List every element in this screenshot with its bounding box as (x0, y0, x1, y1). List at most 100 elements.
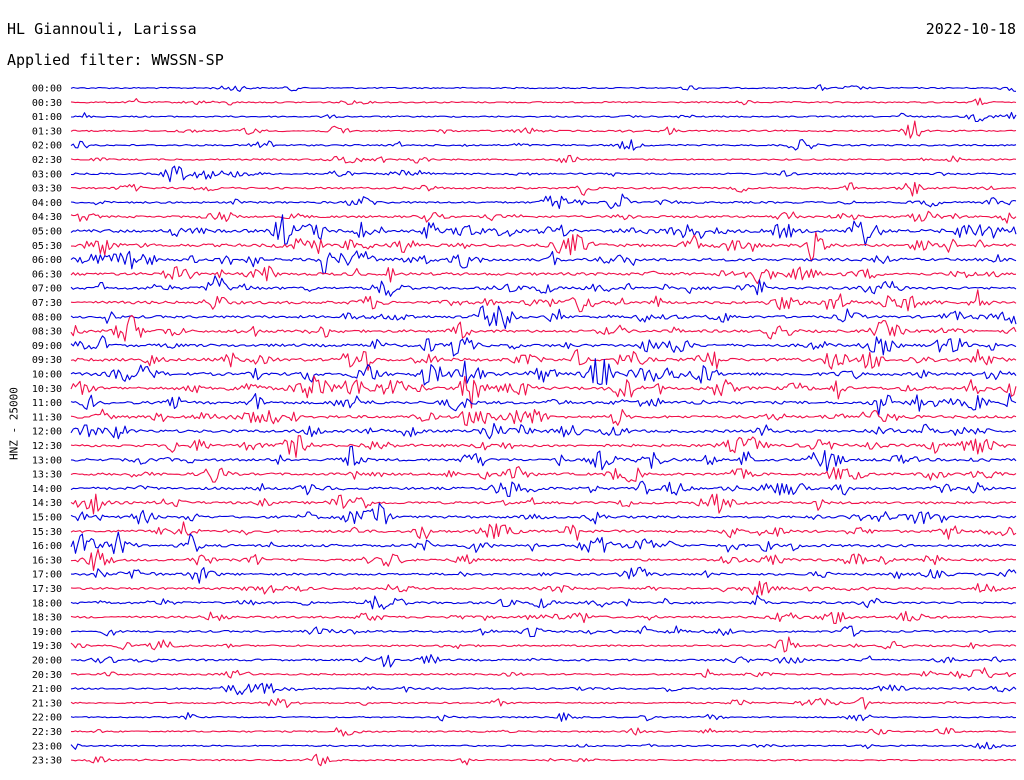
row-time-label: 11:30 (32, 412, 62, 423)
row-time-label: 14:30 (32, 498, 62, 509)
trace-row (70, 358, 1017, 386)
row-time-label: 03:00 (32, 169, 62, 180)
date-label: 2022-10-18 (925, 20, 1016, 38)
row-time-label: 02:00 (32, 141, 62, 152)
trace-row (70, 667, 1016, 679)
row-time-label: 05:00 (32, 227, 62, 238)
row-time-label: 07:30 (32, 298, 62, 309)
row-time-label: 12:30 (32, 441, 62, 452)
trace-row (70, 265, 1017, 285)
trace-row (70, 480, 1017, 497)
trace-row (70, 275, 1017, 297)
row-time-label: 10:30 (32, 384, 62, 395)
trace-row (70, 120, 1017, 139)
row-time-label: 10:00 (32, 370, 62, 381)
trace-row (70, 165, 1017, 183)
row-time-label: 20:00 (32, 656, 62, 667)
trace-rows (70, 84, 1017, 767)
row-time-label: 16:00 (32, 541, 62, 552)
row-time-label: 15:30 (32, 527, 62, 538)
trace-row (70, 193, 1017, 210)
row-time-label: 21:30 (32, 698, 62, 709)
row-time-label: 06:00 (32, 255, 62, 266)
trace-row (70, 181, 1017, 197)
row-time-label: 05:30 (32, 241, 62, 252)
row-time-label: 18:00 (32, 598, 62, 609)
row-time-label: 04:00 (32, 198, 62, 209)
row-time-label: 01:30 (32, 126, 62, 137)
trace-row (70, 753, 1017, 767)
trace-row (70, 435, 1017, 458)
row-time-label: 00:00 (32, 84, 62, 95)
trace-row (70, 314, 1017, 342)
trace-row (70, 531, 1017, 555)
row-time-label: 23:00 (32, 741, 62, 752)
trace-row (71, 654, 1017, 668)
trace-row (70, 214, 1017, 247)
trace-row (70, 250, 1017, 274)
trace-row (70, 636, 1017, 653)
trace-row (70, 682, 1017, 696)
row-time-label: 13:30 (32, 470, 62, 481)
row-time-label: 19:30 (32, 641, 62, 652)
station-title: HL Giannouli, Larissa (7, 20, 197, 38)
row-time-label: 20:30 (32, 670, 62, 681)
row-time-label: 09:30 (32, 355, 62, 366)
row-time-label: 09:00 (32, 341, 62, 352)
trace-row (70, 566, 1017, 584)
trace-row (70, 289, 1017, 313)
row-time-label: 13:00 (32, 455, 62, 466)
row-time-label: 18:30 (32, 613, 62, 624)
trace-row (70, 610, 1017, 624)
trace-row (70, 154, 1017, 164)
trace-row (70, 393, 1017, 416)
trace-row (70, 445, 1017, 473)
row-time-label: 02:30 (32, 155, 62, 166)
trace-row (70, 594, 1017, 610)
trace-row (70, 84, 1017, 92)
trace-row (70, 408, 1017, 427)
row-time-label: 23:30 (32, 756, 62, 767)
trace-row (71, 111, 1017, 123)
trace-row (70, 625, 1017, 638)
row-time-label: 16:30 (32, 555, 62, 566)
trace-row (70, 548, 1017, 571)
row-time-label: 03:30 (32, 184, 62, 195)
row-time-label: 17:30 (32, 584, 62, 595)
trace-row (71, 727, 1017, 737)
trace-row (70, 712, 1017, 722)
row-time-labels: 00:00 00:30 01:00 01:30 02:00 02:30 03:00 03:30… (32, 84, 62, 767)
trace-row (70, 741, 1017, 750)
trace-row (70, 375, 1017, 409)
trace-row (70, 466, 1017, 483)
trace-row (70, 335, 1017, 357)
trace-row (70, 422, 1017, 440)
row-time-label: 01:00 (32, 112, 62, 123)
row-time-label: 19:00 (32, 627, 62, 638)
row-time-label: 15:00 (32, 513, 62, 524)
row-time-label: 12:00 (32, 427, 62, 438)
row-time-label: 08:00 (32, 312, 62, 323)
row-time-label: 22:00 (32, 713, 62, 724)
trace-row (70, 97, 1017, 106)
row-time-label: 21:00 (32, 684, 62, 695)
trace-row (70, 231, 1016, 262)
trace-row (70, 580, 1017, 596)
row-time-label: 22:30 (32, 727, 62, 738)
filter-label: Applied filter: WWSSN-SP (7, 51, 224, 69)
row-time-label: 17:00 (32, 570, 62, 581)
trace-row (70, 210, 1017, 224)
trace-row (70, 521, 1017, 541)
row-time-label: 06:30 (32, 269, 62, 280)
trace-row (70, 305, 1017, 330)
trace-row (70, 493, 1017, 515)
row-time-label: 11:00 (32, 398, 62, 409)
row-time-label: 00:30 (32, 98, 62, 109)
trace-row (70, 348, 1017, 371)
trace-row (70, 138, 1017, 151)
trace-row (70, 697, 1017, 710)
row-time-label: 04:30 (32, 212, 62, 223)
row-time-label: 07:00 (32, 284, 62, 295)
